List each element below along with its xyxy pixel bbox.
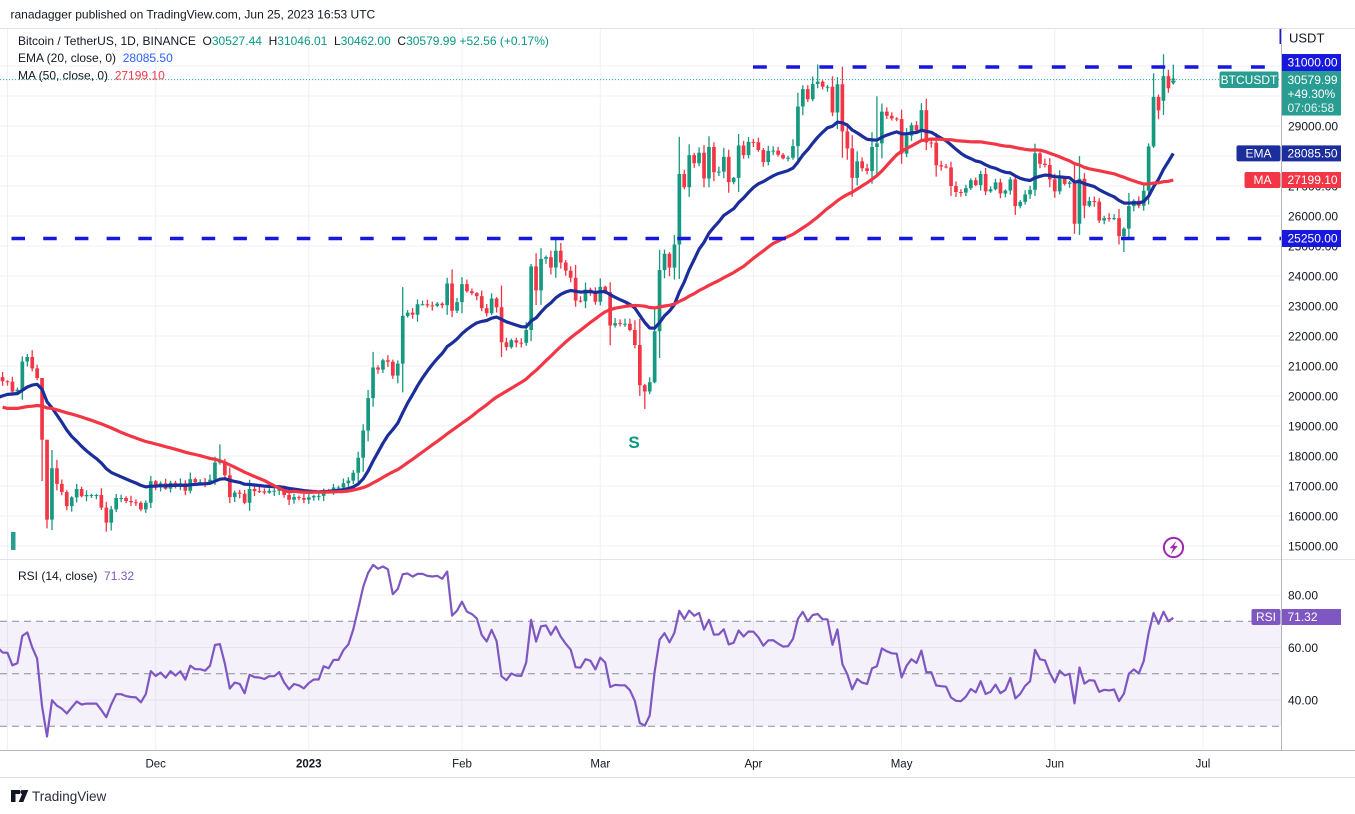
svg-text:31000.00: 31000.00 xyxy=(1288,56,1338,70)
svg-text:60.00: 60.00 xyxy=(1288,641,1318,655)
svg-text:23000.00: 23000.00 xyxy=(1288,299,1338,313)
svg-text:EMA: EMA xyxy=(1245,146,1271,160)
svg-text:22000.00: 22000.00 xyxy=(1288,329,1338,343)
svg-text:+49.30%: +49.30% xyxy=(1288,87,1336,101)
svg-text:20000.00: 20000.00 xyxy=(1288,389,1338,403)
svg-text:TradingView: TradingView xyxy=(32,789,107,804)
svg-text:19000.00: 19000.00 xyxy=(1288,419,1338,433)
svg-text:27199.10: 27199.10 xyxy=(1288,173,1338,187)
svg-text:Feb: Feb xyxy=(452,759,472,771)
svg-text:May: May xyxy=(891,759,913,771)
svg-text:28085.50: 28085.50 xyxy=(1288,146,1338,160)
svg-text:17000.00: 17000.00 xyxy=(1288,479,1338,493)
svg-text:21000.00: 21000.00 xyxy=(1288,359,1338,373)
svg-text:RSI: RSI xyxy=(1256,610,1276,624)
svg-text:25250.00: 25250.00 xyxy=(1288,232,1338,246)
svg-text:S: S xyxy=(628,433,639,452)
svg-text:07:06:58: 07:06:58 xyxy=(1288,101,1335,115)
svg-text:29000.00: 29000.00 xyxy=(1288,119,1338,133)
svg-text:Apr: Apr xyxy=(744,759,762,771)
svg-text:MA (50, close, 0) 27199.10: MA (50, close, 0) 27199.10 xyxy=(18,69,165,83)
svg-text:Bitcoin / TetherUS, 1D, BINANC: Bitcoin / TetherUS, 1D, BINANCE O30527.4… xyxy=(18,34,549,48)
svg-text:BTCUSDT: BTCUSDT xyxy=(1221,73,1278,87)
svg-text:Jun: Jun xyxy=(1046,759,1065,771)
svg-text:EMA (20, close, 0) 28085.50: EMA (20, close, 0) 28085.50 xyxy=(18,51,173,65)
svg-text:Jul: Jul xyxy=(1196,759,1211,771)
svg-text:USDT: USDT xyxy=(1289,31,1324,46)
svg-text:18000.00: 18000.00 xyxy=(1288,449,1338,463)
svg-text:2023: 2023 xyxy=(296,759,322,771)
svg-text:ranadagger published on Tradin: ranadagger published on TradingView.com,… xyxy=(11,8,376,22)
svg-text:RSI (14, close) 71.32: RSI (14, close) 71.32 xyxy=(18,569,134,583)
svg-text:40.00: 40.00 xyxy=(1288,693,1318,707)
svg-text:15000.00: 15000.00 xyxy=(1288,539,1338,553)
svg-text:30579.99: 30579.99 xyxy=(1288,73,1338,87)
svg-text:Mar: Mar xyxy=(590,759,610,771)
svg-text:71.32: 71.32 xyxy=(1288,610,1318,624)
svg-text:MA: MA xyxy=(1254,173,1272,187)
svg-text:24000.00: 24000.00 xyxy=(1288,269,1338,283)
svg-text:Dec: Dec xyxy=(145,759,166,771)
svg-text:26000.00: 26000.00 xyxy=(1288,209,1338,223)
svg-text:80.00: 80.00 xyxy=(1288,588,1318,602)
svg-text:16000.00: 16000.00 xyxy=(1288,509,1338,523)
